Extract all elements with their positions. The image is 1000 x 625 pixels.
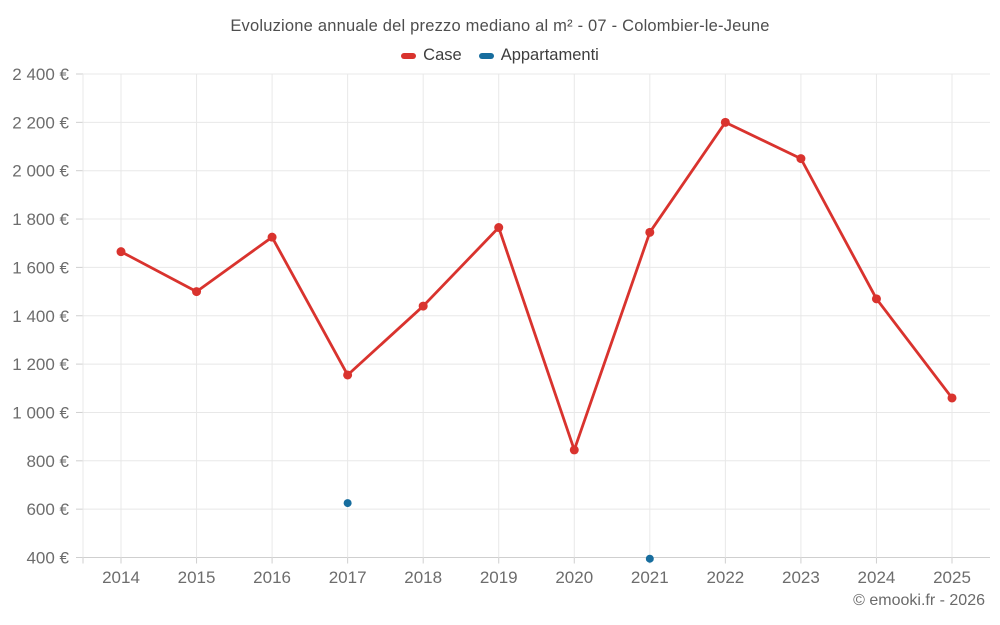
appartamenti-legend-swatch-icon bbox=[478, 52, 494, 59]
case-data-point-2024 bbox=[871, 294, 881, 304]
case-data-point-2022 bbox=[720, 117, 730, 127]
y-axis-tick-label: 1 200 € bbox=[12, 355, 69, 374]
x-axis-tick-label: 2025 bbox=[933, 568, 971, 587]
case-line-segment bbox=[875, 297, 954, 400]
x-axis-tick-label: 2024 bbox=[858, 568, 896, 587]
legend-item-case[interactable]: Case bbox=[401, 46, 462, 65]
case-data-point-2018 bbox=[418, 301, 428, 311]
y-axis-tick-label: 2 400 € bbox=[12, 65, 69, 84]
y-axis-tick-label: 2 200 € bbox=[12, 113, 69, 132]
x-axis-tick-label: 2017 bbox=[329, 568, 367, 587]
y-axis-tick-label: 1 600 € bbox=[12, 258, 69, 277]
case-line-segment bbox=[572, 230, 652, 452]
copyright-watermark: © emooki.fr - 2026 bbox=[853, 592, 985, 609]
x-axis-tick-label: 2020 bbox=[555, 568, 593, 587]
case-data-point-2021 bbox=[645, 227, 655, 237]
y-axis-tick-label: 400 € bbox=[26, 549, 69, 568]
case-data-point-2015 bbox=[192, 287, 202, 297]
case-line-segment bbox=[799, 157, 878, 301]
case-line-segment bbox=[119, 250, 198, 293]
y-axis-tick-label: 1 400 € bbox=[12, 307, 69, 326]
case-line-segment bbox=[195, 235, 274, 293]
appartamenti-data-point-2021 bbox=[645, 554, 654, 563]
x-axis-tick-label: 2021 bbox=[631, 568, 669, 587]
x-axis-tick-label: 2016 bbox=[253, 568, 291, 587]
chart-legend: Case Appartamenti bbox=[0, 46, 1000, 65]
x-axis-tick-label: 2023 bbox=[782, 568, 820, 587]
x-axis-tick-label: 2015 bbox=[178, 568, 216, 587]
case-legend-swatch-icon bbox=[401, 52, 417, 59]
y-axis-tick-label: 800 € bbox=[26, 452, 69, 471]
case-data-point-2014 bbox=[116, 247, 126, 257]
case-line-segment bbox=[648, 120, 727, 234]
y-axis-tick-label: 600 € bbox=[26, 500, 69, 519]
legend-item-appartamenti[interactable]: Appartamenti bbox=[478, 46, 599, 65]
case-line-segment bbox=[497, 226, 576, 452]
y-axis-tick-label: 1 000 € bbox=[12, 403, 69, 422]
appartamenti-legend-label: Appartamenti bbox=[500, 46, 599, 64]
case-data-point-2023 bbox=[796, 154, 806, 164]
x-axis-tick-label: 2014 bbox=[102, 568, 140, 587]
case-data-point-2016 bbox=[267, 232, 277, 242]
x-axis-tick-label: 2022 bbox=[706, 568, 744, 587]
appartamenti-data-point-2017 bbox=[343, 499, 352, 508]
case-data-point-2025 bbox=[947, 393, 957, 403]
case-line-segment bbox=[723, 120, 803, 161]
y-axis-tick-label: 2 000 € bbox=[12, 162, 69, 181]
x-axis-tick-label: 2019 bbox=[480, 568, 518, 587]
case-legend-label: Case bbox=[423, 46, 462, 64]
x-axis-tick-label: 2018 bbox=[404, 568, 442, 587]
y-axis-tick-label: 1 800 € bbox=[12, 210, 69, 229]
case-line-segment bbox=[421, 226, 501, 308]
case-line-segment bbox=[346, 304, 425, 377]
case-data-point-2019 bbox=[494, 223, 504, 233]
chart-title: Evoluzione annuale del prezzo mediano al… bbox=[230, 17, 770, 35]
case-line-segment bbox=[270, 235, 350, 377]
case-data-point-2017 bbox=[343, 370, 353, 380]
case-data-point-2020 bbox=[569, 445, 579, 455]
